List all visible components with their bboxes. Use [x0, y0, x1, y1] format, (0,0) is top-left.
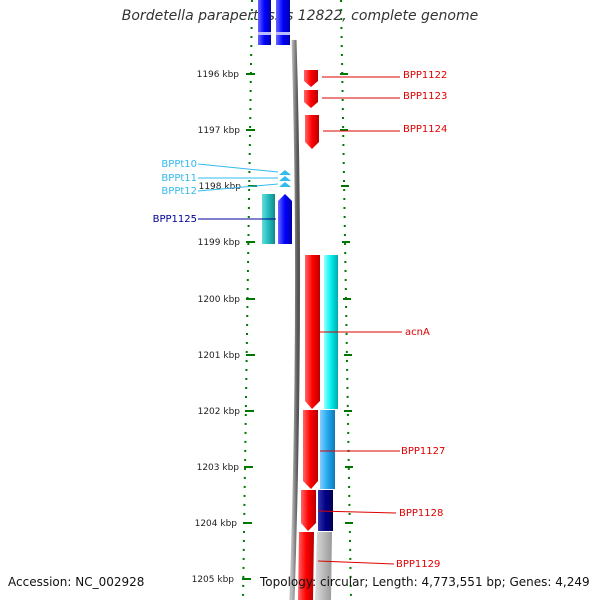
feature-BPP1129: [298, 532, 314, 600]
label-BPP1123[interactable]: BPP1123: [403, 91, 447, 102]
right-ruler-ticks: [340, 73, 353, 524]
label-BPP1127[interactable]: BPP1127: [401, 446, 445, 457]
axis-label-1203: 1203 kbp: [197, 463, 240, 473]
left-ruler-dots: [242, 0, 253, 600]
feature-BPP1124: [305, 115, 319, 149]
ruler-tick-1203: 1203 kbp: [197, 463, 253, 473]
ruler-tick-1204: 1204 kbp: [195, 519, 252, 529]
feature-BPP1128: [301, 490, 316, 531]
genome-backbone: [289, 39, 301, 600]
axis-label-1204: 1204 kbp: [195, 519, 238, 529]
label-BPPt11[interactable]: BPPt11: [161, 173, 197, 184]
ruler-tick-1202: 1202 kbp: [198, 407, 254, 417]
feature-BPPt10: [279, 170, 291, 175]
feature-BPPt12: [279, 182, 291, 187]
right-ruler-dots: [340, 0, 352, 600]
feature-BPP1128-cog: [318, 490, 333, 531]
label-BPP1129[interactable]: BPP1129: [396, 559, 440, 570]
feature-BPP1127-cog: [320, 410, 335, 489]
label-BPPt12[interactable]: BPPt12: [161, 186, 197, 197]
ruler-tick-1200: 1200 kbp: [198, 295, 255, 305]
map-title: Bordetella parapertussis 12822, complete…: [121, 8, 479, 24]
label-BPP1128[interactable]: BPP1128: [399, 508, 443, 519]
axis-label-1196: 1196 kbp: [197, 70, 240, 80]
feature-BPP1127: [303, 410, 318, 489]
axis-label-1201: 1201 kbp: [198, 351, 241, 361]
leader-lines: [197, 76, 402, 565]
label-acnA[interactable]: acnA: [405, 327, 430, 338]
axis-label-1197: 1197 kbp: [198, 126, 241, 136]
feature-BPPt11: [279, 176, 291, 181]
accession-text: Accession: NC_002928: [8, 575, 145, 589]
label-BPP1125[interactable]: BPP1125: [153, 214, 197, 225]
label-BPP1124[interactable]: BPP1124: [403, 124, 447, 135]
label-BPP1122[interactable]: BPP1122: [403, 70, 447, 81]
feature-top-blue-1: [258, 0, 271, 45]
feature-acnA: [305, 255, 320, 409]
feature-BPP1122: [304, 70, 318, 87]
genome-summary-text: Topology: circular; Length: 4,773,551 bp…: [260, 575, 590, 589]
axis-label-1199: 1199 kbp: [198, 238, 241, 248]
axis-label-1202: 1202 kbp: [198, 407, 241, 417]
label-BPPt10[interactable]: BPPt10: [161, 159, 197, 170]
ruler-tick-1205: 1205 kbp: [192, 575, 251, 585]
axis-label-1205: 1205 kbp: [192, 575, 235, 585]
feature-BPP1123: [304, 90, 318, 108]
axis-label-1198: 1198 kbp: [199, 182, 242, 192]
ruler-tick-1199: 1199 kbp: [198, 238, 255, 248]
axis-label-1200: 1200 kbp: [198, 295, 241, 305]
ruler-tick-1196: 1196 kbp: [197, 70, 255, 80]
feature-top-blue-2: [276, 0, 290, 45]
feature-top-blue-1-stripe: [258, 32, 271, 35]
ruler-tick-1197: 1197 kbp: [198, 126, 255, 136]
feature-BPP1125: [278, 194, 292, 244]
feature-top-blue-2-stripe: [276, 32, 290, 35]
ruler-tick-1201: 1201 kbp: [198, 351, 255, 361]
feature-BPP1129-cog: [315, 532, 332, 600]
